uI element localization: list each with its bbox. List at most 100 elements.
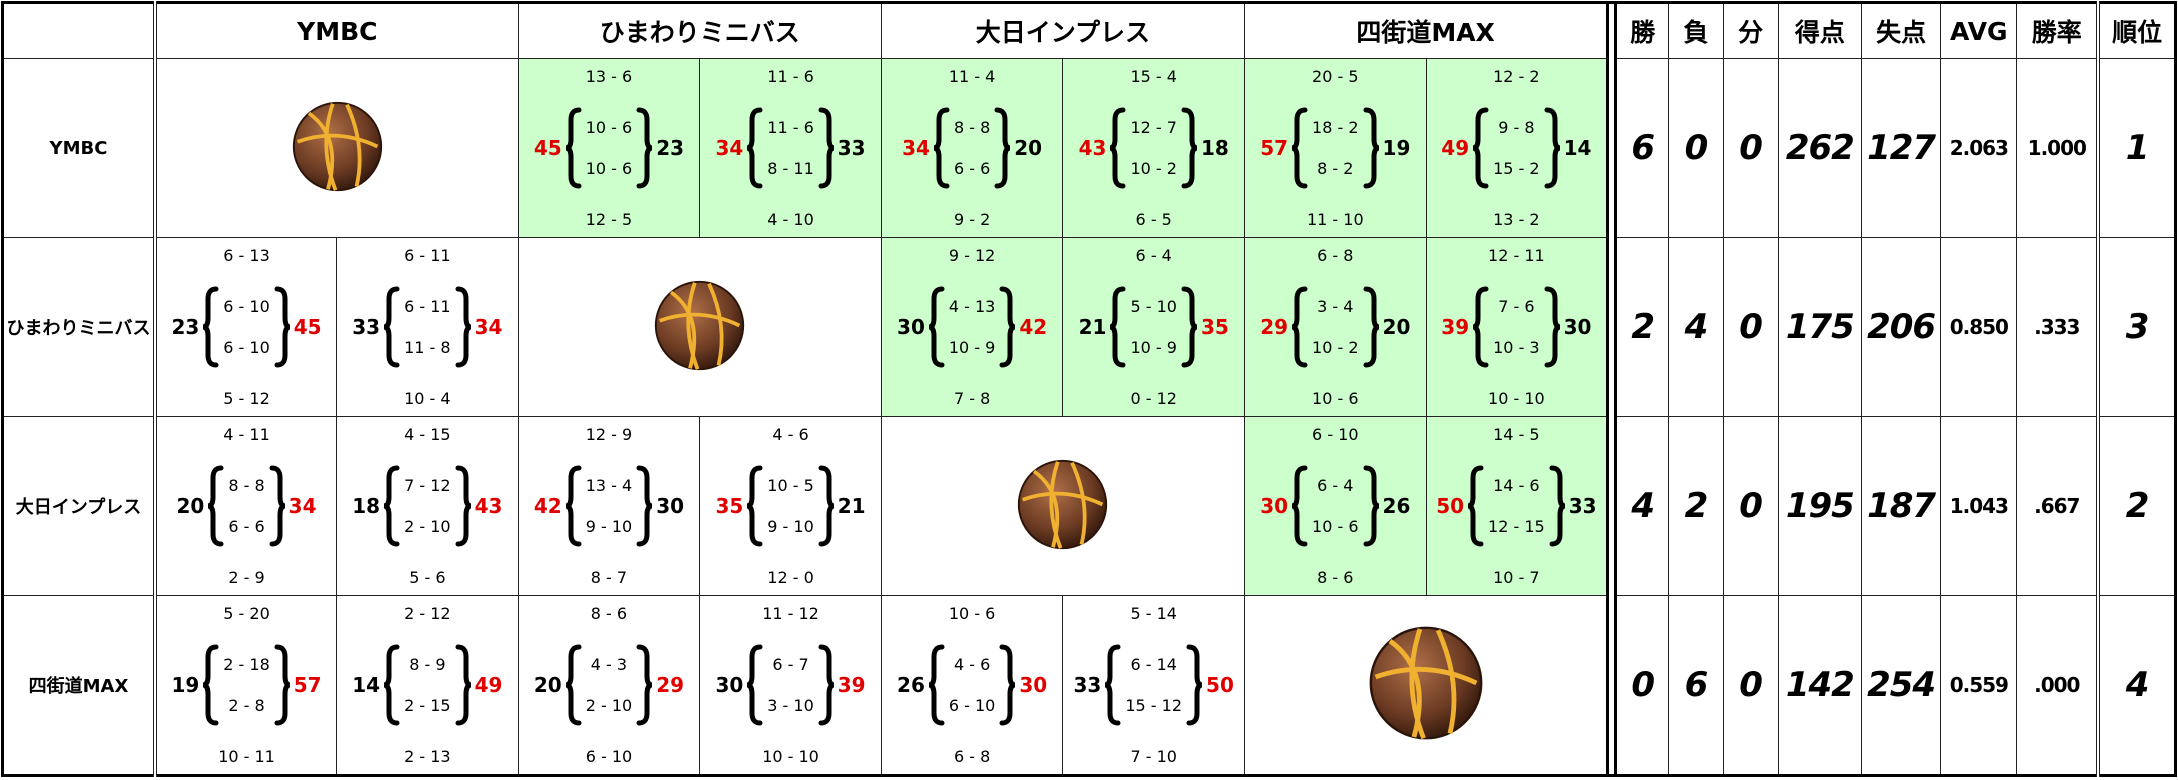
ball-line — [659, 312, 741, 327]
quarter-score: 8 - 8 — [953, 118, 991, 137]
game-middle: 35 10 - 5 9 - 10 21 — [715, 465, 866, 547]
brace — [1544, 107, 1560, 189]
brace — [274, 644, 291, 726]
inner-quarters: 6 - 7 3 - 10 — [765, 655, 815, 715]
quarter-score: 12 - 9 — [585, 425, 633, 444]
game: 11 - 6 34 11 - 6 8 - 11 33 4 - 10 — [701, 63, 881, 233]
inner-quarters: 11 - 6 8 - 11 — [765, 118, 815, 178]
quarter-score: 6 - 10 — [223, 297, 270, 316]
quarter-score: 13 - 2 — [1493, 210, 1540, 229]
right-score: 19 — [1382, 136, 1411, 160]
quarter-score: 12 - 2 — [1493, 67, 1540, 86]
left-score: 20 — [176, 494, 205, 518]
ball-line — [1388, 639, 1422, 738]
brace-path — [383, 286, 400, 368]
stat-value: 142 — [1777, 595, 1862, 776]
inner-quarters: 10 - 6 10 - 6 — [584, 118, 634, 178]
game-cell: 6 - 13 23 6 - 10 6 - 10 45 5 - 12 — [154, 237, 338, 417]
quarter-score: 12 - 15 — [1488, 517, 1545, 536]
game-middle: 43 12 - 7 10 - 2 18 — [1079, 107, 1229, 189]
stat-value: .000 — [2016, 595, 2099, 776]
quarter-score: 7 - 6 — [1498, 297, 1535, 316]
quarter-score: 6 - 10 — [223, 338, 270, 357]
brace-path — [1467, 465, 1484, 547]
game-middle: 18 7 - 12 2 - 10 43 — [352, 465, 502, 547]
right-score: 14 — [1563, 136, 1592, 160]
brace — [928, 644, 945, 726]
game-middle: 29 3 - 4 10 - 2 20 — [1260, 286, 1410, 368]
stat-header: 勝率 — [2016, 2, 2099, 59]
quarter-score: 10 - 6 — [1312, 389, 1359, 408]
self-cell — [880, 416, 1246, 596]
stat-value: 206 — [1860, 237, 1942, 417]
brace-path — [636, 107, 653, 189]
stat-value: 0.559 — [1940, 595, 2018, 776]
left-score: 43 — [1078, 136, 1107, 160]
brace-path — [274, 644, 291, 726]
brace — [1549, 465, 1565, 547]
left-score: 30 — [715, 673, 744, 697]
ball-line — [1049, 460, 1063, 549]
brace-path — [1544, 286, 1560, 368]
quarter-score: 12 - 5 — [585, 210, 633, 229]
quarter-score: 8 - 2 — [1317, 159, 1354, 178]
stat-value: 2 — [1615, 237, 1670, 417]
quarter-score: 9 - 8 — [1498, 118, 1535, 137]
inner-quarters: 4 - 6 6 - 10 — [947, 655, 997, 715]
brace-path — [202, 286, 219, 368]
stat-value: 0 — [1615, 595, 1670, 776]
left-score: 26 — [897, 673, 925, 697]
quarter-score: 5 - 10 — [1130, 297, 1177, 316]
game: 4 - 11 20 8 - 8 6 - 6 34 2 - 9 — [157, 421, 336, 591]
right-score: 18 — [1200, 136, 1229, 160]
brace — [274, 286, 291, 368]
game: 12 - 2 49 9 - 8 15 - 2 14 13 - 2 — [1427, 63, 1606, 233]
game-middle: 57 18 - 2 8 - 2 19 — [1260, 107, 1410, 189]
basketball-icon — [1369, 626, 1482, 740]
right-score: 30 — [1563, 315, 1592, 339]
brace-path — [1291, 465, 1308, 547]
quarter-score: 13 - 4 — [585, 476, 633, 495]
game: 6 - 13 23 6 - 10 6 - 10 45 5 - 12 — [157, 242, 336, 412]
ball-line — [1435, 629, 1456, 734]
brace-path — [994, 107, 1011, 189]
left-score: 18 — [352, 494, 381, 518]
game-middle: 14 8 - 9 2 - 15 49 — [352, 644, 502, 726]
stat-value: 262 — [1777, 58, 1862, 238]
team-row: 四街道MAX 5 - 20 19 2 - 18 2 - 8 57 10 - 11 2 - 12… — [1, 595, 2177, 776]
right-score: 20 — [1014, 136, 1043, 160]
game-cell: 11 - 12 30 6 - 7 3 - 10 39 10 - 10 — [699, 595, 882, 776]
game: 6 - 10 30 6 - 4 10 - 6 26 8 - 6 — [1245, 421, 1425, 591]
spacer — [1606, 416, 1618, 596]
spacer — [1606, 595, 1618, 776]
quarter-score: 3 - 4 — [1317, 297, 1354, 316]
brace — [994, 107, 1011, 189]
team-header: 大日インプレス — [880, 2, 1246, 59]
left-score: 23 — [171, 315, 200, 339]
quarter-score: 6 - 11 — [404, 246, 451, 265]
quarter-score: 9 - 10 — [585, 517, 633, 536]
game: 13 - 6 45 10 - 6 10 - 6 23 12 - 5 — [519, 63, 699, 233]
game-middle: 42 13 - 4 9 - 10 30 — [534, 465, 684, 547]
spacer — [1606, 237, 1618, 417]
team-row: ひまわりミニバス 6 - 13 23 6 - 10 6 - 10 45 5 - 12 6 - … — [1, 237, 2177, 417]
quarter-score: 6 - 4 — [1135, 246, 1172, 265]
self-cell — [517, 237, 882, 417]
team-header: YMBC — [154, 2, 519, 59]
brace — [1363, 107, 1379, 189]
inner-quarters: 18 - 2 8 - 2 — [1310, 118, 1360, 178]
self-cell — [154, 58, 519, 238]
game: 12 - 11 39 7 - 6 10 - 3 30 10 - 10 — [1427, 242, 1606, 412]
quarter-score: 10 - 10 — [762, 747, 819, 766]
stat-value: 0 — [1668, 58, 1724, 238]
brace — [1186, 644, 1203, 726]
brace-path — [274, 286, 291, 368]
brace — [999, 286, 1016, 368]
brace — [999, 644, 1016, 726]
quarter-score: 6 - 6 — [953, 159, 991, 178]
brace-path — [1105, 644, 1121, 726]
brace — [746, 107, 763, 189]
game-cell: 11 - 4 34 8 - 8 6 - 6 20 9 - 2 — [880, 58, 1064, 238]
stat-value: 6 — [1668, 595, 1724, 776]
ball-line — [1033, 469, 1060, 548]
